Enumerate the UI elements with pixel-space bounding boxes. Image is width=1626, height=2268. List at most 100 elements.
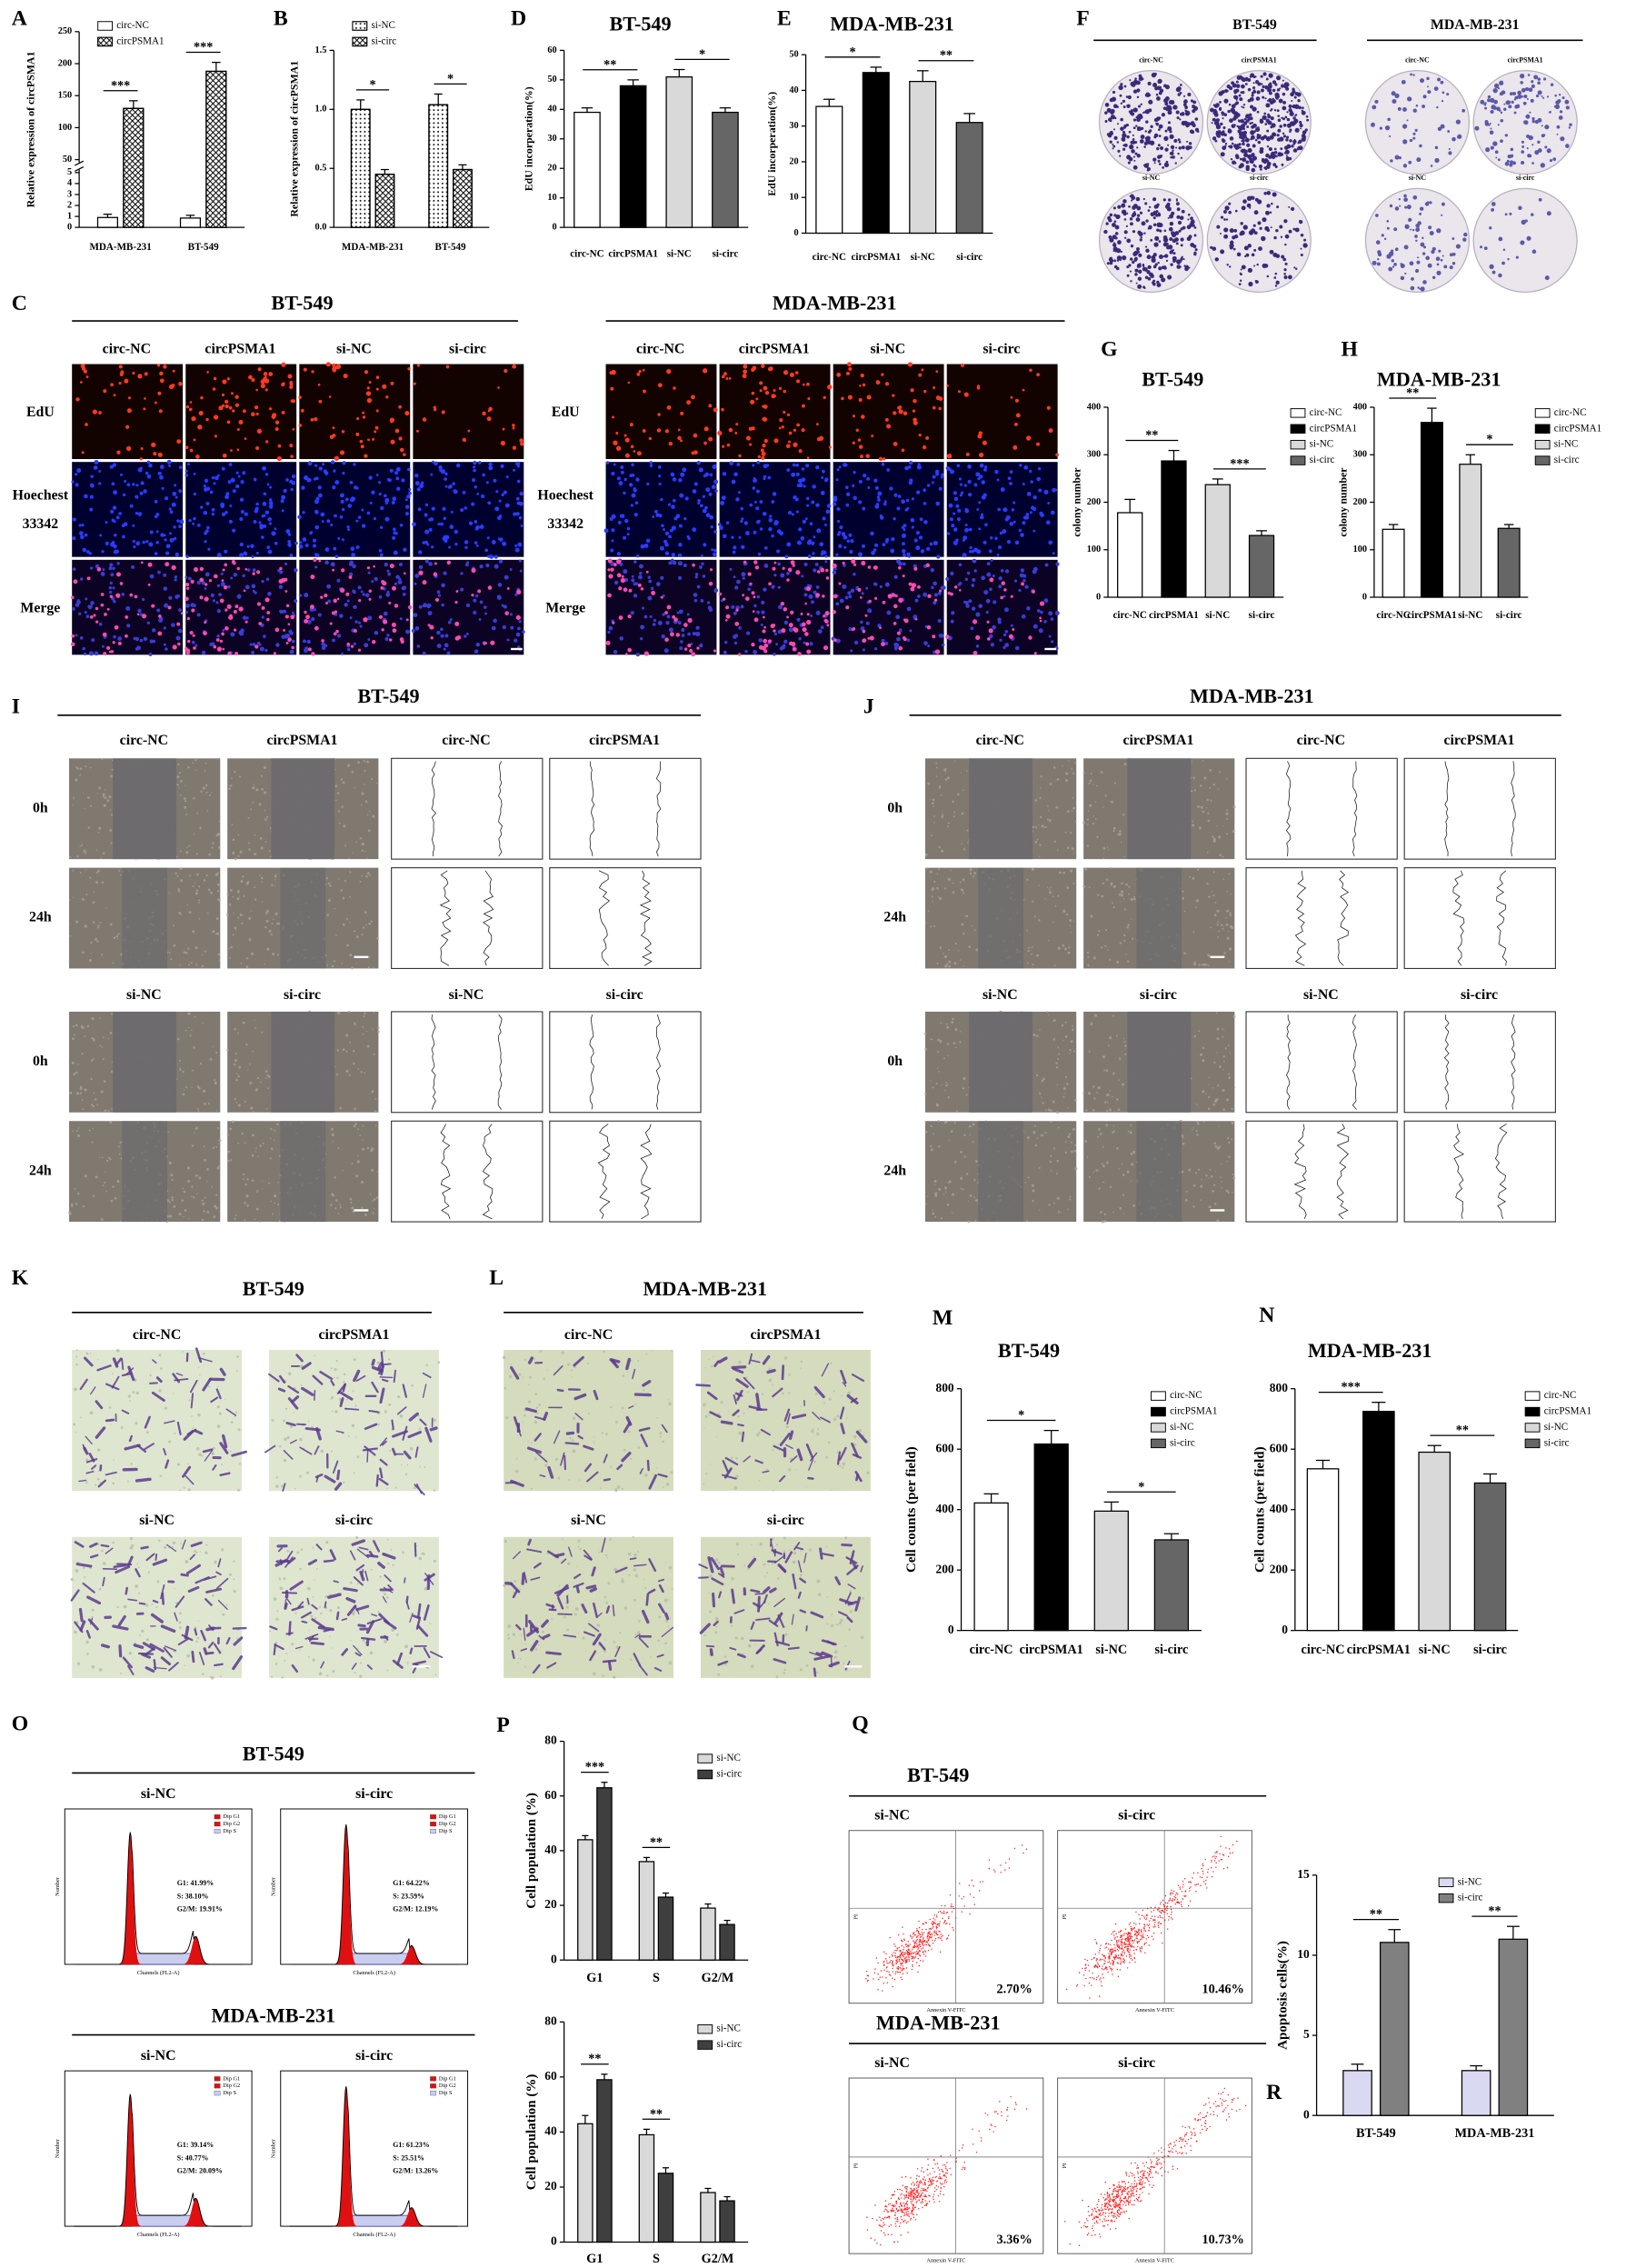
colony — [1542, 96, 1545, 99]
panel-letter: B — [274, 7, 288, 31]
cell — [103, 652, 107, 656]
cell — [441, 583, 445, 588]
colony — [1235, 155, 1240, 160]
cell — [820, 490, 825, 495]
cell — [893, 574, 898, 579]
significance-label: *** — [194, 40, 213, 55]
colony — [1231, 124, 1236, 128]
cell — [240, 480, 244, 485]
chart-title: MDA-MB-231 — [1377, 368, 1501, 391]
cell — [137, 374, 143, 379]
colony — [1280, 235, 1283, 238]
colony — [1515, 255, 1519, 259]
colony — [1226, 84, 1231, 89]
cell — [932, 405, 936, 410]
cell — [786, 578, 790, 582]
bar — [1379, 1942, 1410, 2116]
cell — [75, 1092, 80, 1095]
micrograph — [833, 462, 944, 557]
cell — [893, 645, 898, 650]
y-tick-label: 0 — [794, 228, 799, 238]
cell — [795, 472, 800, 476]
cell — [89, 766, 92, 769]
cell — [334, 514, 337, 518]
colony — [1170, 155, 1173, 159]
wound-edge — [439, 870, 452, 966]
cell — [465, 563, 469, 567]
colony — [1455, 244, 1461, 249]
cell — [806, 584, 811, 588]
cell — [813, 535, 816, 539]
cell — [314, 464, 318, 467]
cell — [222, 404, 225, 407]
cell — [212, 599, 215, 603]
row-label: 0h — [33, 800, 48, 815]
cell — [126, 408, 132, 414]
cell — [927, 594, 932, 599]
colony — [1394, 155, 1400, 160]
colony — [1159, 125, 1162, 129]
cell — [835, 602, 840, 606]
cell — [219, 598, 224, 604]
cell — [668, 441, 673, 446]
cell — [668, 627, 673, 633]
colony — [1252, 106, 1257, 112]
colony — [1231, 104, 1236, 109]
cell — [973, 651, 978, 655]
cell — [132, 483, 135, 486]
cell — [1014, 540, 1020, 545]
cell — [917, 594, 921, 598]
cell — [806, 586, 812, 592]
cell — [264, 963, 266, 965]
cell — [85, 869, 87, 871]
cell — [833, 502, 837, 506]
cell — [289, 649, 294, 654]
cell — [300, 408, 304, 413]
cell — [195, 946, 198, 950]
cell — [815, 585, 820, 589]
colony — [1120, 83, 1123, 86]
cell — [125, 605, 131, 611]
y-tick-label: 200 — [935, 1562, 953, 1575]
cell — [391, 585, 396, 591]
cell — [310, 417, 314, 422]
speckles — [717, 461, 832, 559]
cell — [493, 478, 497, 483]
colony — [1119, 155, 1122, 157]
cell — [191, 1069, 194, 1072]
cell — [183, 1089, 185, 1091]
cell — [693, 482, 698, 486]
cell — [280, 499, 284, 504]
cell — [261, 605, 265, 610]
cell — [1039, 616, 1042, 620]
bar — [179, 217, 202, 228]
colony — [1255, 126, 1261, 132]
cell — [357, 515, 362, 519]
micrograph — [413, 364, 524, 460]
cell — [761, 610, 765, 614]
cell — [670, 472, 675, 477]
colony — [1441, 255, 1444, 257]
cell — [264, 597, 270, 603]
cell — [518, 559, 522, 563]
colony — [1251, 195, 1255, 200]
cell — [238, 606, 244, 612]
colony — [1264, 97, 1267, 100]
cell — [869, 635, 874, 641]
cell — [98, 482, 102, 485]
cell — [502, 427, 505, 431]
cell — [910, 517, 915, 523]
cell — [615, 431, 619, 435]
cell — [639, 564, 643, 569]
colony — [1113, 135, 1118, 140]
colony — [1269, 211, 1272, 214]
cell — [367, 571, 371, 574]
cell — [201, 650, 206, 655]
cell — [269, 504, 274, 508]
cell — [449, 618, 453, 622]
cell — [428, 562, 433, 566]
speckles — [609, 368, 718, 458]
cell — [232, 489, 236, 494]
cell — [78, 612, 82, 615]
cell — [672, 560, 677, 565]
